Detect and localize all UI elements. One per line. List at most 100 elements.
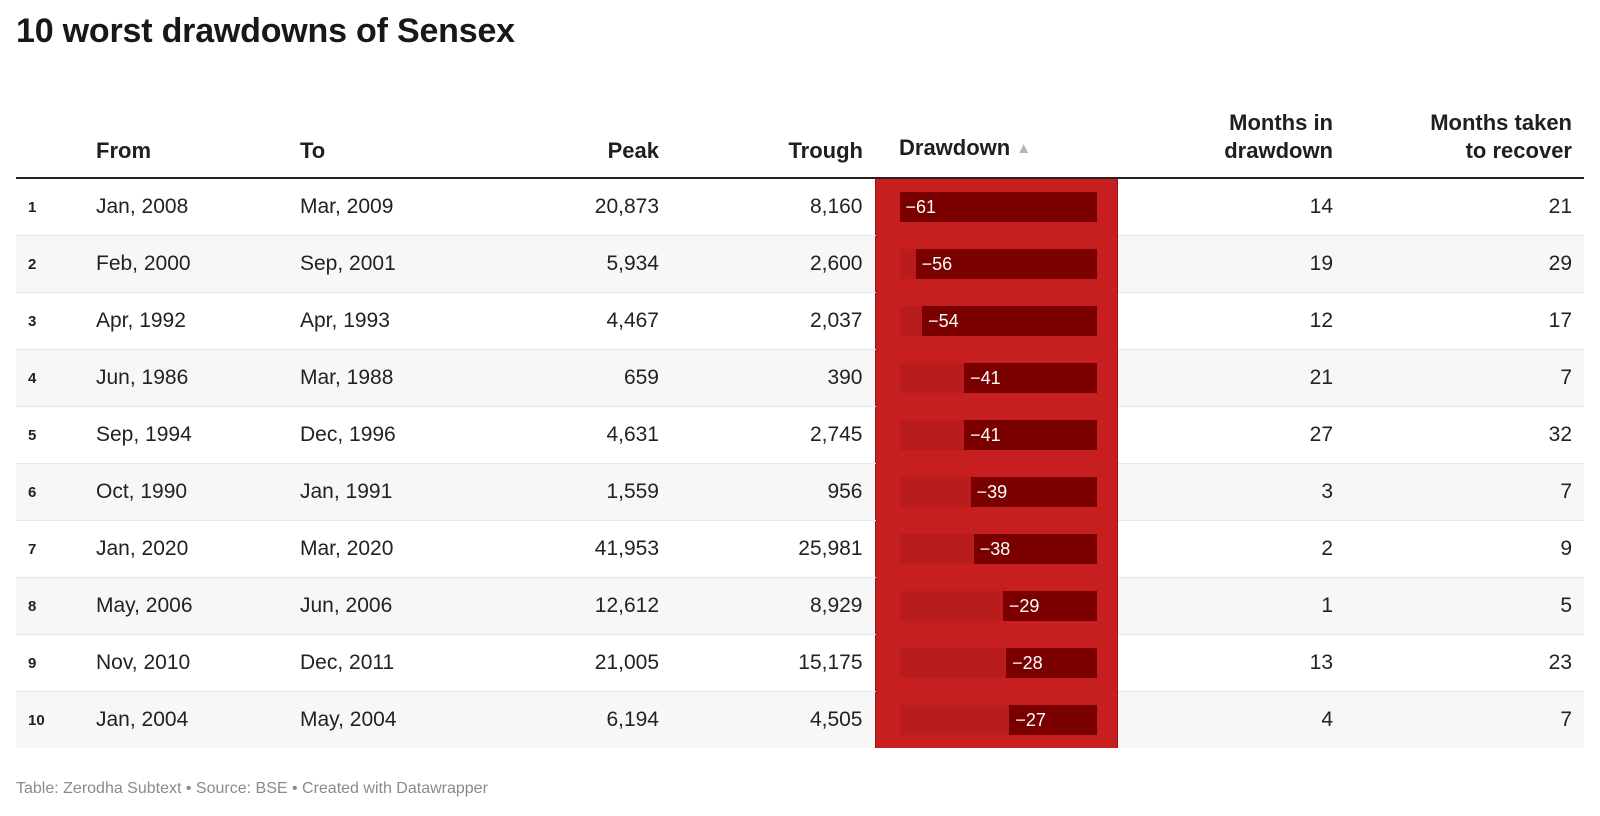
to-cell: Jun, 2006 bbox=[300, 577, 504, 635]
drawdown-value-label: −54 bbox=[928, 311, 959, 331]
drawdown-bar-track: −29 bbox=[899, 591, 1097, 621]
drawdown-bar-track: −27 bbox=[899, 704, 1097, 735]
drawdown-cell: −54 bbox=[874, 292, 1118, 350]
table-body: 1 Jan, 2008 Mar, 2009 20,873 8,160 −61 14 21 2 Fe… bbox=[16, 178, 1584, 748]
from-cell: Apr, 1992 bbox=[96, 292, 300, 350]
trough-cell: 25,981 bbox=[671, 520, 875, 578]
header-to[interactable]: To bbox=[300, 88, 504, 179]
drawdown-bar: −29 bbox=[1002, 591, 1097, 621]
table-row: 10 Jan, 2004 May, 2004 6,194 4,505 −27 4 7 bbox=[16, 691, 1584, 748]
peak-cell: 20,873 bbox=[504, 178, 671, 236]
months-cell: 3 bbox=[1117, 463, 1345, 521]
peak-cell: 6,194 bbox=[504, 691, 671, 748]
drawdown-bar-track: −28 bbox=[899, 648, 1097, 678]
table-row: 4 Jun, 1986 Mar, 1988 659 390 −41 21 7 bbox=[16, 349, 1584, 407]
months-cell: 1 bbox=[1117, 577, 1345, 635]
footer-credits: Table: Zerodha Subtext • Source: BSE • C… bbox=[16, 780, 488, 797]
drawdown-bar: −54 bbox=[922, 306, 1097, 336]
rank-cell: 9 bbox=[16, 634, 96, 692]
trough-cell: 4,505 bbox=[671, 691, 875, 748]
drawdown-bar: −38 bbox=[973, 534, 1097, 564]
rank-cell: 1 bbox=[16, 178, 96, 236]
trough-cell: 390 bbox=[671, 349, 875, 407]
to-cell: Apr, 1993 bbox=[300, 292, 504, 350]
drawdown-cell: −39 bbox=[874, 463, 1118, 521]
drawdown-value-label: −28 bbox=[1012, 653, 1043, 673]
chart-title: 10 worst drawdowns of Sensex bbox=[16, 12, 515, 50]
drawdown-value-label: −39 bbox=[976, 482, 1008, 502]
drawdown-value-label: −61 bbox=[905, 197, 937, 218]
recover-cell: 23 bbox=[1345, 634, 1584, 692]
recover-cell: 17 bbox=[1345, 292, 1584, 350]
recover-cell: 5 bbox=[1345, 577, 1584, 635]
rank-cell: 2 bbox=[16, 235, 96, 293]
drawdown-bar-track: −56 bbox=[899, 249, 1097, 279]
months-cell: 12 bbox=[1117, 292, 1345, 350]
from-cell: May, 2006 bbox=[96, 577, 300, 635]
peak-cell: 41,953 bbox=[504, 520, 671, 578]
drawdown-cell: −27 bbox=[874, 691, 1118, 748]
recover-cell: 21 bbox=[1345, 178, 1584, 236]
rank-cell: 5 bbox=[16, 406, 96, 464]
rank-cell: 7 bbox=[16, 520, 96, 578]
header-recover-line1: Months taken bbox=[1430, 110, 1572, 135]
trough-cell: 15,175 bbox=[671, 634, 875, 692]
rank-cell: 3 bbox=[16, 292, 96, 350]
drawdown-bar-track: −41 bbox=[899, 420, 1097, 450]
drawdown-cell: −56 bbox=[874, 235, 1118, 293]
peak-cell: 12,612 bbox=[504, 577, 671, 635]
recover-cell: 32 bbox=[1345, 406, 1584, 464]
recover-cell: 7 bbox=[1345, 349, 1584, 407]
to-cell: Dec, 2011 bbox=[300, 634, 504, 692]
drawdown-value-label: −27 bbox=[1015, 709, 1046, 730]
table-row: 8 May, 2006 Jun, 2006 12,612 8,929 −29 1 5 bbox=[16, 577, 1584, 635]
drawdown-cell: −41 bbox=[874, 349, 1118, 407]
table-row: 6 Oct, 1990 Jan, 1991 1,559 956 −39 3 7 bbox=[16, 463, 1584, 521]
drawdown-cell: −61 bbox=[874, 178, 1118, 236]
recover-cell: 7 bbox=[1345, 463, 1584, 521]
from-cell: Sep, 1994 bbox=[96, 406, 300, 464]
rank-cell: 4 bbox=[16, 349, 96, 407]
from-cell: Jun, 1986 bbox=[96, 349, 300, 407]
table-row: 3 Apr, 1992 Apr, 1993 4,467 2,037 −54 12 17 bbox=[16, 292, 1584, 350]
header-row: From To Peak Trough Drawdown ▲ Months in d… bbox=[16, 88, 1584, 179]
drawdown-bar-track: −41 bbox=[899, 363, 1097, 393]
table-row: 9 Nov, 2010 Dec, 2011 21,005 15,175 −28 13 23 bbox=[16, 634, 1584, 692]
drawdowns-table: From To Peak Trough Drawdown ▲ Months in d… bbox=[16, 88, 1584, 748]
drawdown-bar: −41 bbox=[964, 363, 1097, 393]
drawdown-bar: −41 bbox=[964, 420, 1097, 450]
table-row: 7 Jan, 2020 Mar, 2020 41,953 25,981 −38 2 9 bbox=[16, 520, 1584, 578]
recover-cell: 29 bbox=[1345, 235, 1584, 293]
to-cell: Jan, 1991 bbox=[300, 463, 504, 521]
header-trough[interactable]: Trough bbox=[671, 88, 875, 179]
from-cell: Jan, 2004 bbox=[96, 691, 300, 748]
header-from[interactable]: From bbox=[96, 88, 300, 179]
header-drawdown[interactable]: Drawdown ▲ bbox=[875, 88, 1117, 179]
drawdown-value-label: −29 bbox=[1008, 596, 1040, 616]
months-cell: 21 bbox=[1117, 349, 1345, 407]
peak-cell: 4,631 bbox=[504, 406, 671, 464]
drawdown-bar-track: −54 bbox=[899, 306, 1097, 336]
drawdown-bar-track: −61 bbox=[899, 192, 1097, 223]
drawdown-bar: −27 bbox=[1009, 704, 1097, 735]
recover-cell: 7 bbox=[1345, 691, 1584, 748]
table-row: 2 Feb, 2000 Sep, 2001 5,934 2,600 −56 19 29 bbox=[16, 235, 1584, 293]
drawdown-bar: −28 bbox=[1006, 648, 1097, 678]
drawdown-bar: −56 bbox=[915, 249, 1097, 279]
drawdown-bar-track: −38 bbox=[899, 534, 1097, 564]
drawdown-cell: −29 bbox=[874, 577, 1118, 635]
header-peak[interactable]: Peak bbox=[504, 88, 671, 179]
from-cell: Nov, 2010 bbox=[96, 634, 300, 692]
header-months-to-recover[interactable]: Months taken to recover bbox=[1345, 88, 1584, 179]
table-row: 5 Sep, 1994 Dec, 1996 4,631 2,745 −41 27 32 bbox=[16, 406, 1584, 464]
header-rank bbox=[16, 88, 96, 179]
drawdown-cell: −38 bbox=[874, 520, 1118, 578]
drawdown-bar: −61 bbox=[899, 192, 1097, 223]
drawdown-value-label: −38 bbox=[979, 539, 1011, 559]
trough-cell: 2,600 bbox=[671, 235, 875, 293]
months-cell: 4 bbox=[1117, 691, 1345, 748]
recover-cell: 9 bbox=[1345, 520, 1584, 578]
header-months-in-drawdown[interactable]: Months in drawdown bbox=[1117, 88, 1345, 179]
to-cell: May, 2004 bbox=[300, 691, 504, 748]
to-cell: Mar, 2009 bbox=[300, 178, 504, 236]
